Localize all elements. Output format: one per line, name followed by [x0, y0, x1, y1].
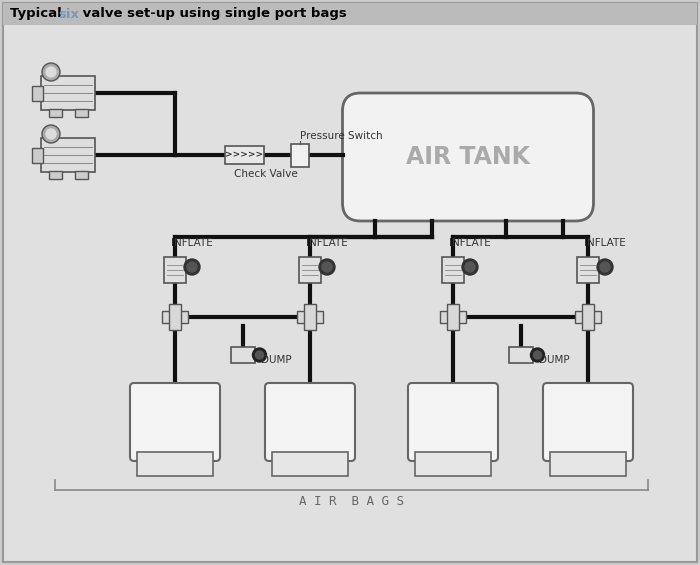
- FancyBboxPatch shape: [299, 257, 321, 283]
- Text: Check Valve: Check Valve: [234, 169, 298, 179]
- Text: INFLATE: INFLATE: [584, 238, 626, 248]
- Circle shape: [42, 125, 60, 143]
- FancyBboxPatch shape: [440, 311, 466, 323]
- FancyBboxPatch shape: [291, 144, 309, 167]
- Circle shape: [187, 262, 197, 272]
- FancyBboxPatch shape: [41, 76, 95, 110]
- FancyBboxPatch shape: [342, 93, 594, 221]
- Circle shape: [253, 348, 267, 362]
- Text: DUMP: DUMP: [260, 355, 291, 365]
- FancyBboxPatch shape: [582, 304, 594, 330]
- Text: Pressure Switch: Pressure Switch: [300, 131, 383, 141]
- FancyBboxPatch shape: [304, 304, 316, 330]
- Circle shape: [42, 63, 60, 81]
- Text: DUMP: DUMP: [538, 355, 569, 365]
- Text: A I R  B A G S: A I R B A G S: [299, 495, 404, 508]
- FancyBboxPatch shape: [41, 138, 95, 172]
- Circle shape: [462, 259, 478, 275]
- Circle shape: [465, 262, 475, 272]
- Circle shape: [322, 262, 332, 272]
- FancyBboxPatch shape: [415, 452, 491, 476]
- Circle shape: [46, 67, 56, 77]
- FancyBboxPatch shape: [272, 452, 348, 476]
- FancyBboxPatch shape: [32, 147, 43, 163]
- FancyBboxPatch shape: [543, 383, 633, 461]
- FancyBboxPatch shape: [508, 347, 533, 363]
- FancyBboxPatch shape: [550, 452, 626, 476]
- Text: valve set-up using single port bags: valve set-up using single port bags: [78, 7, 346, 20]
- FancyBboxPatch shape: [577, 257, 599, 283]
- FancyBboxPatch shape: [225, 146, 263, 164]
- Circle shape: [597, 259, 613, 275]
- FancyBboxPatch shape: [575, 311, 601, 323]
- FancyBboxPatch shape: [447, 304, 459, 330]
- Circle shape: [600, 262, 610, 272]
- Circle shape: [46, 129, 56, 139]
- FancyBboxPatch shape: [3, 3, 697, 25]
- FancyBboxPatch shape: [442, 257, 464, 283]
- Text: INFLATE: INFLATE: [306, 238, 348, 248]
- FancyBboxPatch shape: [230, 347, 255, 363]
- Text: AIR TANK: AIR TANK: [406, 145, 530, 169]
- FancyBboxPatch shape: [162, 311, 188, 323]
- Circle shape: [531, 348, 545, 362]
- Text: INFLATE: INFLATE: [449, 238, 491, 248]
- FancyBboxPatch shape: [164, 257, 186, 283]
- Text: INFLATE: INFLATE: [171, 238, 213, 248]
- FancyBboxPatch shape: [130, 383, 220, 461]
- FancyBboxPatch shape: [297, 311, 323, 323]
- FancyBboxPatch shape: [74, 108, 88, 116]
- Circle shape: [184, 259, 200, 275]
- Circle shape: [533, 351, 542, 359]
- Circle shape: [256, 351, 263, 359]
- Circle shape: [319, 259, 335, 275]
- FancyBboxPatch shape: [265, 383, 355, 461]
- FancyBboxPatch shape: [169, 304, 181, 330]
- FancyBboxPatch shape: [32, 85, 43, 101]
- FancyBboxPatch shape: [137, 452, 213, 476]
- FancyBboxPatch shape: [74, 171, 88, 179]
- FancyBboxPatch shape: [408, 383, 498, 461]
- FancyBboxPatch shape: [48, 171, 62, 179]
- Text: six: six: [58, 7, 79, 20]
- Text: >>>>>: >>>>>: [225, 150, 263, 159]
- FancyBboxPatch shape: [3, 3, 697, 562]
- Text: Typical: Typical: [10, 7, 66, 20]
- FancyBboxPatch shape: [48, 108, 62, 116]
